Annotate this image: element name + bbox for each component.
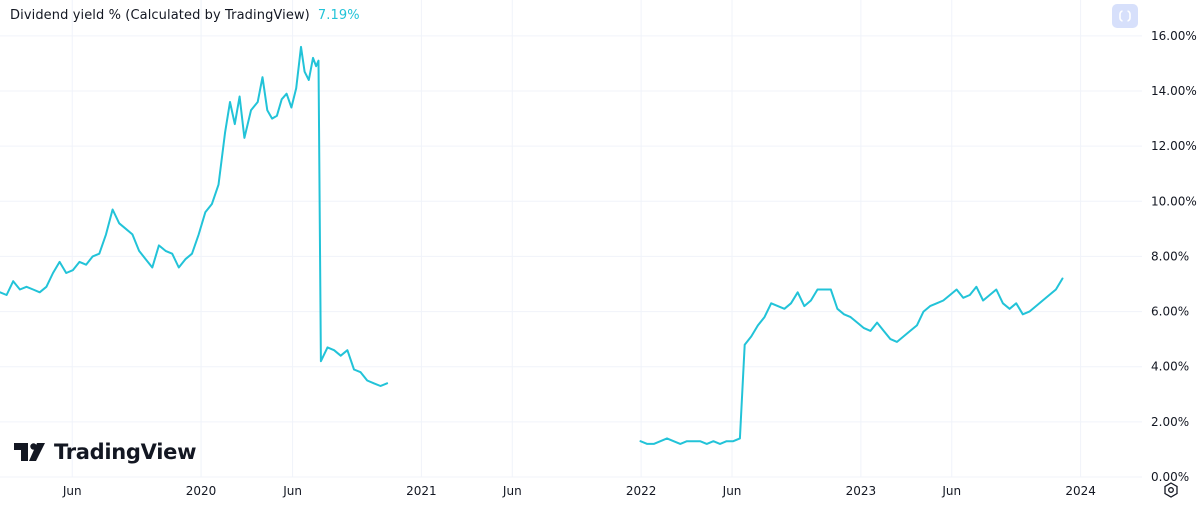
x-tick-label: 2023 <box>846 484 877 498</box>
reset-scale-button[interactable] <box>1112 4 1138 28</box>
series-last-value: 7.19% <box>317 8 360 23</box>
x-tick-label: 2022 <box>626 484 657 498</box>
y-tick-label: 14.00% <box>1151 84 1197 98</box>
y-tick-label: 10.00% <box>1151 194 1197 208</box>
reset-scale-icon <box>1119 9 1131 23</box>
x-axis[interactable]: Jun 2020 Jun 2021 Jun 2022 Jun 2023 Jun 2024 <box>62 484 1096 498</box>
grid <box>0 0 1142 478</box>
series-line <box>639 277 1064 445</box>
y-tick-label: 4.00% <box>1151 360 1189 374</box>
tradingview-logo[interactable]: TradingView <box>14 440 196 464</box>
y-tick-label: 6.00% <box>1151 305 1189 319</box>
tradingview-wordmark: TradingView <box>54 440 197 464</box>
series-title: Dividend yield % (Calculated by TradingV… <box>10 8 310 23</box>
y-tick-label: 8.00% <box>1151 249 1189 263</box>
x-tick-label: Jun <box>941 484 961 498</box>
y-tick-label: 16.00% <box>1151 29 1197 43</box>
legend-header: Dividend yield % (Calculated by TradingV… <box>10 8 360 23</box>
x-tick-label: Jun <box>502 484 522 498</box>
x-tick-label: 2021 <box>406 484 437 498</box>
y-tick-label: 2.00% <box>1151 415 1189 429</box>
x-tick-label: 2024 <box>1065 484 1096 498</box>
y-tick-label: 0.00% <box>1151 470 1189 484</box>
gear-icon[interactable] <box>1163 482 1179 498</box>
y-tick-label: 12.00% <box>1151 139 1197 153</box>
x-tick-label: Jun <box>62 484 82 498</box>
series <box>0 45 1064 445</box>
y-axis[interactable]: 16.00% 14.00% 12.00% 10.00% 8.00% 6.00% 4.00% 2… <box>1151 29 1197 484</box>
series-line <box>0 45 389 387</box>
tradingview-logo-icon <box>14 443 45 461</box>
x-tick-label: Jun <box>722 484 742 498</box>
x-tick-label: Jun <box>282 484 302 498</box>
x-tick-label: 2020 <box>186 484 217 498</box>
